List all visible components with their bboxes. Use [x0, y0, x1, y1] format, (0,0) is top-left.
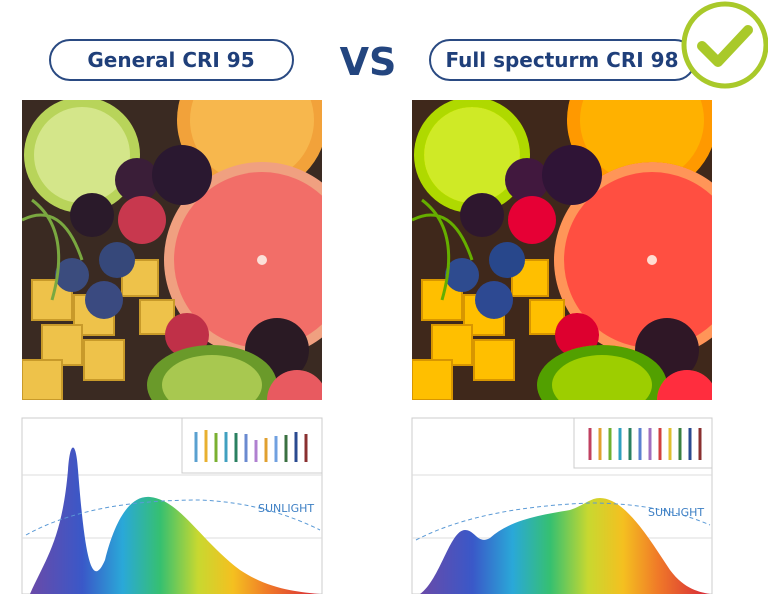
right-label: Full specturm CRI 98	[446, 48, 679, 72]
sunlight-label: SUNLIGHT	[648, 506, 704, 519]
sunlight-label: SUNLIGHT	[258, 502, 314, 515]
left-spectrum: SUNLIGHT	[21, 417, 323, 594]
label-pill	[49, 39, 294, 81]
check-badge	[681, 1, 768, 89]
check-icon	[697, 25, 753, 67]
fruit-photo	[22, 45, 360, 430]
fruit-photo-vivid	[412, 45, 750, 430]
vs: VS	[340, 40, 397, 84]
left-label: General CRI 95	[87, 48, 254, 72]
right-spectrum: SUNLIGHT	[411, 417, 713, 594]
